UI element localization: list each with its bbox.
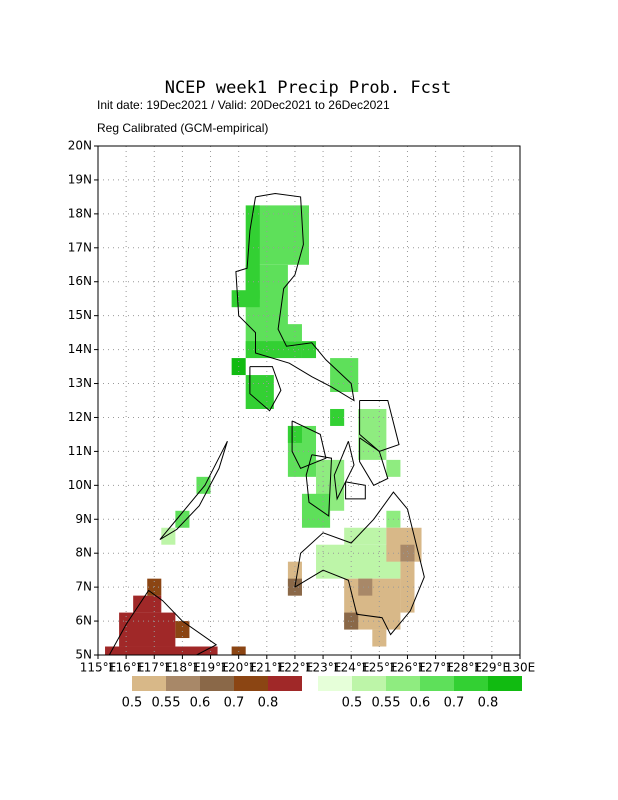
- prob-cell: [400, 544, 415, 562]
- legend-label: 0.5: [122, 696, 143, 711]
- legend-swatch: [132, 676, 166, 691]
- cells: [105, 205, 422, 655]
- x-tick-label: 118°E: [164, 661, 201, 675]
- y-tick-label: 14N: [68, 342, 92, 356]
- prob-cell: [175, 510, 190, 528]
- y-tick-label: 7N: [75, 580, 92, 594]
- x-tick-label: 117°E: [136, 661, 173, 675]
- prob-cell: [252, 205, 309, 265]
- legend-label: 0.8: [478, 696, 499, 711]
- prob-cell: [119, 612, 176, 647]
- x-tick-label: 127°E: [417, 661, 454, 675]
- prob-cell: [287, 425, 302, 443]
- axes: 115°E116°E117°E118°E119°E120°E121°E122°E…: [68, 139, 536, 675]
- prob-cell: [372, 629, 387, 647]
- prob-cell: [147, 578, 162, 596]
- y-tick-label: 19N: [68, 172, 92, 186]
- legend-label: 0.7: [444, 696, 465, 711]
- legend-label: 0.8: [258, 696, 279, 711]
- coastline: [108, 192, 425, 656]
- x-tick-label: 123°E: [305, 661, 342, 675]
- y-tick-label: 20N: [68, 139, 92, 153]
- prob-cell: [175, 621, 190, 639]
- coastline: [291, 420, 327, 470]
- legend-swatch: [352, 676, 386, 691]
- prob-cell: [330, 408, 345, 426]
- legend-swatch: [318, 676, 352, 691]
- x-tick-label: 125°E: [361, 661, 398, 675]
- y-tick-label: 12N: [68, 410, 92, 424]
- x-tick-label: 122°E: [277, 661, 314, 675]
- x-tick-label: 116°E: [108, 661, 145, 675]
- y-tick-label: 5N: [75, 648, 92, 662]
- coastline: [359, 400, 400, 452]
- plot-frame: [97, 145, 521, 656]
- x-tick-label: 126°E: [389, 661, 426, 675]
- y-tick-label: 17N: [68, 240, 92, 254]
- y-tick-label: 18N: [68, 206, 92, 220]
- x-tick-label: 124°E: [333, 661, 370, 675]
- coastline: [108, 589, 218, 656]
- legend-swatch: [454, 676, 488, 691]
- prob-cell: [400, 561, 415, 613]
- x-tick-label: 121°E: [249, 661, 286, 675]
- prob-cell: [231, 290, 260, 308]
- prob-cell: [386, 459, 401, 477]
- legend-label: 0.6: [410, 696, 431, 711]
- legend-swatch: [386, 676, 420, 691]
- prob-cell: [330, 358, 359, 393]
- legend-label: 0.55: [152, 696, 181, 711]
- coastline: [359, 437, 389, 486]
- x-tick-label: 115°E: [80, 661, 117, 675]
- coastline: [333, 441, 355, 501]
- y-tick-label: 16N: [68, 274, 92, 288]
- y-tick-label: 9N: [75, 512, 92, 526]
- y-tick-label: 6N: [75, 614, 92, 628]
- prob-cell: [231, 646, 246, 655]
- x-tick-label: 119°E: [192, 661, 229, 675]
- prob-cell: [358, 408, 387, 460]
- legend-swatch: [488, 676, 522, 691]
- coastline: [235, 192, 355, 402]
- legend-swatch: [200, 676, 234, 691]
- coastline: [294, 491, 425, 636]
- prob-cell: [245, 205, 260, 299]
- y-tick-label: 10N: [68, 478, 92, 492]
- legend-swatch: [166, 676, 200, 691]
- subtitle: Init date: 19Dec2021 / Valid: 20Dec2021 …: [97, 98, 390, 112]
- legend-swatch: [268, 676, 302, 691]
- y-tick-label: 13N: [68, 376, 92, 390]
- coastline: [159, 440, 228, 541]
- subtitle: Reg Calibrated (GCM-empirical): [97, 121, 268, 135]
- legend-label: 0.6: [190, 696, 211, 711]
- legend-label: 0.7: [224, 696, 245, 711]
- y-tick-label: 8N: [75, 546, 92, 560]
- prob-cell: [133, 595, 162, 613]
- y-tick-label: 15N: [68, 308, 92, 322]
- prob-cell: [105, 646, 218, 655]
- x-tick-label: 128°E: [445, 661, 482, 675]
- prob-cell: [344, 527, 387, 545]
- coastline: [249, 366, 282, 412]
- prob-cell: [161, 527, 176, 545]
- coastline: [345, 481, 366, 500]
- chart-title: NCEP week1 Precip Prob. Fcst: [165, 78, 452, 98]
- x-tick-label: 120°E: [220, 661, 257, 675]
- legend-label: 0.55: [372, 696, 401, 711]
- coastline: [305, 454, 333, 517]
- x-tick-label: 129°E: [474, 661, 511, 675]
- x-tick-label: 130E: [505, 661, 536, 675]
- legend: 0.5 0.55 0.6 0.7 0.8 0.5 0.55 0.6 0.7 0.8: [122, 676, 522, 711]
- y-tick-label: 11N: [68, 444, 92, 458]
- prob-cell: [358, 578, 373, 596]
- legend-swatch: [234, 676, 268, 691]
- prob-cell: [301, 493, 331, 528]
- legend-swatch: [420, 676, 454, 691]
- prob-cell: [280, 324, 302, 342]
- legend-label: 0.5: [342, 696, 363, 711]
